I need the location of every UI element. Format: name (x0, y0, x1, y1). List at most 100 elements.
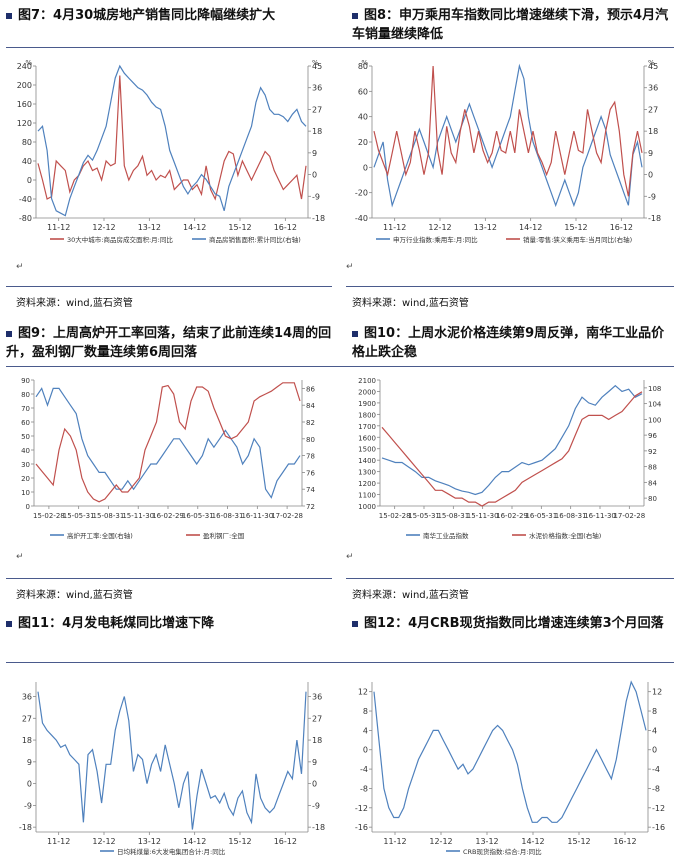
x-tick-label: 13-12 (138, 837, 161, 846)
x-tick-label: 17-02-28 (613, 512, 645, 520)
series-line-1 (373, 63, 643, 208)
source-note-3: 资料来源：wind,蓝石资管 (16, 590, 133, 601)
x-tick-label: 12-12 (92, 837, 115, 846)
paragraph-mark-2: ↵ (346, 262, 354, 272)
legend-label-2: 商品房销售面积:累计同比(右轴) (209, 235, 301, 244)
y-tick-label-left: 18 (22, 736, 32, 745)
y-tick-label-left: 12 (358, 688, 368, 697)
unit-label-left: % (361, 59, 368, 67)
y-tick-label-left: 160 (17, 100, 32, 109)
y-tick-label-right: -9 (312, 801, 320, 810)
y-tick-label-right: -4 (652, 765, 660, 774)
x-tick-label: 15-11-30 (467, 512, 499, 520)
chart-2-title: 图8：申万乘用车指数同比增速继续下滑，预示4月汽车销量继续降低 (352, 8, 669, 42)
x-tick-label: 14-12 (521, 837, 544, 846)
y-tick-label-left: -18 (19, 823, 32, 832)
y-tick-label-right: 82 (306, 419, 315, 427)
chart-3-blast-furnace: 0 10 20 30 40 50 60 70 80 90 72 74 76 78 80 82 84 86 15-02… (21, 377, 315, 540)
y-tick-label-left: 27 (22, 714, 32, 723)
x-tick-label: 16-12 (274, 837, 297, 846)
x-tick-label: 17-02-28 (271, 512, 303, 520)
y-tick-label-left: -8 (360, 784, 368, 793)
title-bullet-icon (6, 330, 12, 337)
x-tick-label: 16-02-29 (496, 512, 528, 520)
y-tick-label-right: 0 (312, 780, 317, 789)
x-tick-label: 11-12 (383, 223, 406, 232)
y-tick-label-right: 100 (648, 416, 661, 424)
x-tick-label: 15-08-31 (93, 512, 125, 520)
y-tick-label-left: 1000 (358, 503, 376, 511)
y-tick-label-right: 72 (306, 503, 315, 511)
divider-mid (6, 366, 674, 367)
legend-label-1: 申万行业指数:乘用车:月:同比 (393, 235, 478, 244)
y-tick-label-right: 9 (312, 149, 317, 158)
title-bullet-icon (6, 12, 12, 19)
chart-1-sales-area: % % -80 -40 0 40 80 120 160 200 240 -18 -9 0 9 18 27 36 45… (17, 59, 325, 244)
y-tick-label-right: -12 (652, 804, 665, 813)
y-tick-label-left: 80 (22, 138, 32, 147)
x-tick-label: 15-08-31 (437, 512, 469, 520)
y-tick-label-left: 1900 (358, 400, 376, 408)
y-tick-label-left: 1100 (358, 492, 376, 500)
y-tick-label-left: -80 (19, 214, 32, 223)
paragraph-mark-1: ↵ (16, 262, 24, 272)
series-line-1 (373, 680, 647, 823)
chart-1-title: 图7：4月30城房地产销售同比降幅继续扩大 (6, 6, 336, 25)
y-tick-label-right: 4 (652, 726, 657, 735)
y-tick-label-right: -9 (312, 192, 320, 201)
series-line-1 (37, 75, 307, 201)
x-tick-label: 15-12 (567, 837, 590, 846)
legend-label-2: 销量:零售:狭义乘用车:当月同比(右轴) (523, 235, 632, 244)
source-note-1: 资料来源：wind,蓝石资管 (16, 298, 133, 309)
legend-label-2: 水泥价格指数:全国(右轴) (529, 531, 601, 540)
title-bullet-icon (352, 12, 358, 19)
y-tick-label-left: 40 (358, 113, 368, 122)
y-tick-label-right: 8 (652, 707, 657, 716)
series-line-2 (373, 65, 643, 197)
y-tick-label-left: 0 (363, 746, 368, 755)
series-line-2 (37, 64, 307, 217)
y-tick-label-left: 60 (21, 419, 30, 427)
y-tick-label-left: 20 (358, 138, 368, 147)
x-tick-label: 16-11-30 (584, 512, 616, 520)
legend-label-1: 日均耗煤量:6大发电集团合计:月:同比 (117, 847, 226, 856)
y-tick-label-right: -18 (648, 214, 661, 223)
y-tick-label-right: 84 (306, 402, 315, 410)
x-tick-label: 16-05-31 (182, 512, 214, 520)
x-tick-label: 16-02-29 (152, 512, 184, 520)
unit-label-left: % (25, 59, 32, 67)
chart-6-title: 图12：4月CRB现货指数同比增速连续第3个月回落 (352, 614, 674, 633)
x-tick-label: 11-12 (47, 837, 70, 846)
y-tick-label-right: 108 (648, 385, 661, 393)
y-tick-label-right: 27 (312, 714, 322, 723)
y-tick-label-left: 1400 (358, 457, 376, 465)
y-tick-label-left: 4 (363, 726, 368, 735)
y-tick-label-right: 74 (306, 486, 315, 494)
y-tick-label-right: 45 (312, 62, 322, 71)
y-tick-label-right: 18 (312, 736, 322, 745)
series-line-2 (381, 391, 643, 507)
y-tick-label-left: 40 (22, 157, 32, 166)
title-bullet-icon (352, 330, 358, 337)
x-tick-label: 16-08-31 (555, 512, 587, 520)
y-tick-label-right: -18 (312, 214, 325, 223)
y-tick-label-right: 92 (648, 448, 657, 456)
series-line-1 (381, 384, 643, 496)
x-tick-label: 13-12 (475, 837, 498, 846)
x-tick-label: 16-12 (274, 223, 297, 232)
y-tick-label-left: 60 (358, 87, 368, 96)
x-tick-label: 15-12 (228, 223, 251, 232)
source-note-4: 资料来源：wind,蓝石资管 (352, 590, 469, 601)
x-tick-label: 11-12 (47, 223, 70, 232)
y-tick-label-right: 9 (648, 149, 653, 158)
y-tick-label-right: 84 (648, 479, 657, 487)
x-tick-label: 15-02-28 (33, 512, 65, 520)
y-tick-label-right: 9 (312, 758, 317, 767)
y-tick-label-left: 0 (27, 176, 32, 185)
source-rule-left-2 (6, 578, 332, 579)
y-tick-label-right: 0 (652, 746, 657, 755)
y-tick-label-left: 10 (21, 489, 30, 497)
y-tick-label-left: 1600 (358, 434, 376, 442)
x-tick-label: 13-12 (474, 223, 497, 232)
y-tick-label-left: 2000 (358, 388, 376, 396)
